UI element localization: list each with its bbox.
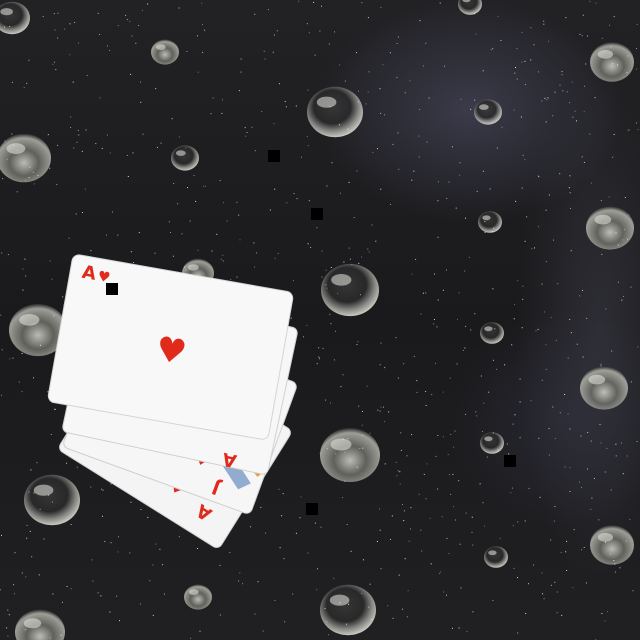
artifact-square [106,283,118,295]
artifact-square [311,208,323,220]
artifact-square [268,150,280,162]
artifact-square [504,455,516,467]
artifact-square [306,503,318,515]
